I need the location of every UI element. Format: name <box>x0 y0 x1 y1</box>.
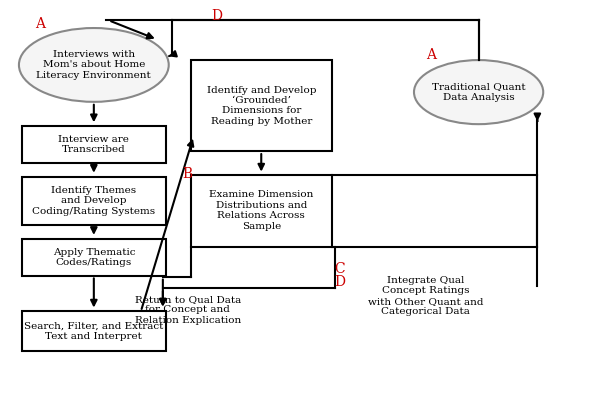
Text: Search, Filter, and Extract
Text and Interpret: Search, Filter, and Extract Text and Int… <box>24 322 164 341</box>
FancyArrowPatch shape <box>160 279 165 304</box>
FancyArrowPatch shape <box>91 227 97 233</box>
FancyArrowPatch shape <box>142 141 193 309</box>
FancyArrowPatch shape <box>160 291 165 304</box>
Text: D: D <box>211 9 222 23</box>
FancyArrowPatch shape <box>91 278 97 305</box>
Text: Apply Thematic
Codes/Ratings: Apply Thematic Codes/Ratings <box>53 247 135 267</box>
FancyArrowPatch shape <box>111 21 153 38</box>
FancyBboxPatch shape <box>22 310 166 351</box>
FancyBboxPatch shape <box>22 177 166 225</box>
FancyArrowPatch shape <box>534 113 540 121</box>
Text: B: B <box>182 167 192 180</box>
Text: Interview are
Transcribed: Interview are Transcribed <box>58 135 129 154</box>
FancyArrowPatch shape <box>91 165 97 171</box>
Text: A: A <box>426 48 436 62</box>
Text: Integrate Qual
Concept Ratings
with Other Quant and
Categorical Data: Integrate Qual Concept Ratings with Othe… <box>368 276 483 316</box>
FancyBboxPatch shape <box>191 60 331 151</box>
FancyArrowPatch shape <box>169 51 177 56</box>
Ellipse shape <box>19 28 169 102</box>
FancyBboxPatch shape <box>22 126 166 163</box>
FancyArrowPatch shape <box>259 154 264 169</box>
Text: C: C <box>334 262 345 276</box>
FancyBboxPatch shape <box>22 239 166 276</box>
Text: D: D <box>334 275 346 289</box>
Text: Return to Qual Data
for Concept and
Relation Explication: Return to Qual Data for Concept and Rela… <box>135 295 241 325</box>
Text: A: A <box>35 17 45 31</box>
Ellipse shape <box>414 60 543 124</box>
FancyArrowPatch shape <box>91 105 97 120</box>
FancyBboxPatch shape <box>191 175 331 247</box>
Text: Identify Themes
and Develop
Coding/Rating Systems: Identify Themes and Develop Coding/Ratin… <box>32 186 155 216</box>
Text: Interviews with
Mom's about Home
Literacy Environment: Interviews with Mom's about Home Literac… <box>36 50 151 80</box>
Text: Traditional Quant
Data Analysis: Traditional Quant Data Analysis <box>432 82 525 102</box>
Text: Identify and Develop
‘Grounded’
Dimensions for
Reading by Mother: Identify and Develop ‘Grounded’ Dimensio… <box>206 85 316 126</box>
Text: Examine Dimension
Distributions and
Relations Across
Sample: Examine Dimension Distributions and Rela… <box>209 190 314 231</box>
